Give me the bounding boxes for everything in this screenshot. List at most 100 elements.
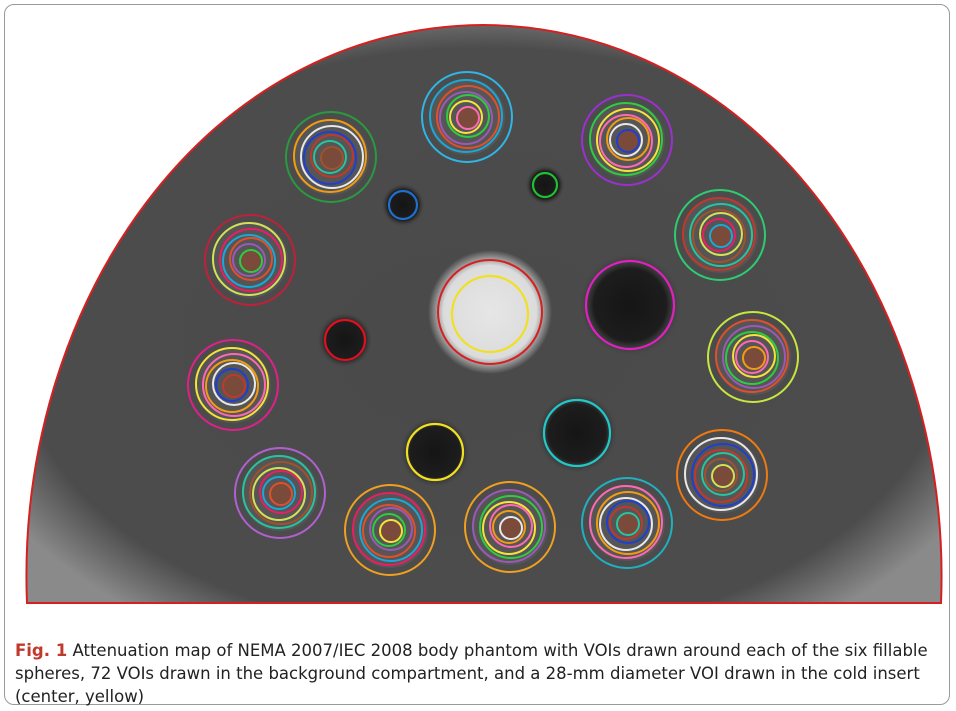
voi-ring	[499, 516, 523, 540]
voi-ring	[232, 243, 266, 277]
voi-ring	[439, 91, 493, 145]
voi-ring	[599, 497, 653, 551]
voi-ring	[249, 461, 313, 525]
voi-ring	[684, 437, 758, 511]
voi-ring	[732, 334, 776, 378]
voi-ring	[323, 318, 367, 362]
voi-ring	[195, 347, 269, 421]
voi-ring	[691, 443, 755, 507]
voi-ring	[449, 100, 483, 134]
voi-ring	[262, 476, 296, 510]
voi-ring	[303, 131, 357, 185]
figure-label: Fig. 1	[15, 641, 68, 660]
insert-voi	[450, 274, 530, 354]
voi-ring	[379, 519, 403, 543]
cold-sphere	[525, 165, 565, 205]
voi-ring	[259, 470, 303, 514]
voi-ring	[234, 447, 326, 539]
voi-ring	[293, 119, 367, 193]
voi-ring	[362, 504, 416, 558]
voi-ring	[372, 513, 406, 547]
voi-ring	[269, 482, 293, 506]
voi-ring	[212, 222, 286, 296]
voi-ring	[531, 171, 559, 199]
voi-ring	[606, 117, 650, 161]
voi-ring	[596, 491, 660, 555]
voi-ring	[352, 492, 426, 566]
voi-ring	[589, 485, 663, 559]
cold-sphere	[399, 416, 471, 488]
insert-outline	[437, 259, 543, 365]
voi-ring	[229, 237, 273, 281]
voi-ring	[616, 512, 640, 536]
voi-ring	[701, 452, 745, 496]
voi-ring	[702, 218, 736, 252]
voi-ring	[479, 495, 543, 559]
voi-ring	[344, 484, 436, 576]
voi-ring	[387, 189, 419, 221]
voi-ring	[689, 203, 753, 267]
figure-frame: Fig. 1 Attenuation map of NEMA 2007/IEC …	[4, 4, 950, 708]
voi-ring	[405, 422, 465, 482]
voi-ring	[205, 359, 259, 413]
voi-ring	[222, 234, 276, 288]
voi-ring	[722, 325, 786, 389]
voi-ring	[715, 319, 789, 393]
voi-ring	[596, 108, 660, 172]
voi-ring	[464, 481, 556, 573]
voi-ring	[446, 94, 490, 138]
voi-ring	[222, 374, 246, 398]
voi-ring	[609, 506, 643, 540]
cold-sphere	[536, 392, 618, 474]
voi-ring	[219, 228, 283, 292]
voi-ring	[581, 477, 673, 569]
voi-ring	[215, 368, 249, 402]
voi-ring	[725, 331, 779, 385]
voi-ring	[707, 311, 799, 403]
voi-ring	[252, 467, 306, 521]
figure-caption: Fig. 1 Attenuation map of NEMA 2007/IEC …	[15, 639, 933, 708]
voi-ring	[369, 507, 413, 551]
voi-ring	[674, 189, 766, 281]
cold-sphere	[578, 253, 682, 357]
phantom-image	[25, 23, 943, 604]
voi-ring	[187, 339, 279, 431]
voi-ring	[212, 362, 256, 406]
voi-ring	[300, 125, 364, 189]
voi-ring	[742, 346, 766, 370]
voi-ring	[699, 212, 743, 256]
voi-ring	[285, 111, 377, 203]
voi-ring	[313, 140, 347, 174]
voi-ring	[202, 353, 266, 417]
voi-ring	[711, 464, 735, 488]
voi-ring	[599, 114, 653, 168]
voi-ring	[421, 71, 513, 163]
voi-ring	[436, 85, 500, 149]
voi-ring	[676, 429, 768, 521]
voi-ring	[704, 458, 738, 492]
voi-ring	[606, 500, 650, 544]
voi-ring	[694, 449, 748, 503]
cold-sphere	[381, 183, 425, 227]
voi-ring	[492, 510, 526, 544]
voi-ring	[472, 489, 546, 563]
voi-ring	[542, 398, 612, 468]
voi-ring	[589, 102, 663, 176]
voi-ring	[320, 146, 344, 170]
voi-ring	[310, 134, 354, 178]
voi-ring	[692, 209, 746, 263]
voi-ring	[429, 79, 503, 153]
voi-ring	[709, 224, 733, 248]
voi-ring	[682, 197, 756, 271]
voi-ring	[242, 455, 316, 529]
voi-ring	[456, 106, 480, 130]
voi-ring	[609, 123, 643, 157]
voi-ring	[581, 94, 673, 186]
voi-ring	[735, 340, 769, 374]
caption-text: Attenuation map of NEMA 2007/IEC 2008 bo…	[15, 641, 928, 706]
voi-ring	[359, 498, 423, 562]
voi-ring	[204, 214, 296, 306]
cold-insert	[428, 250, 552, 374]
voi-ring	[489, 504, 533, 548]
voi-ring	[482, 501, 536, 555]
